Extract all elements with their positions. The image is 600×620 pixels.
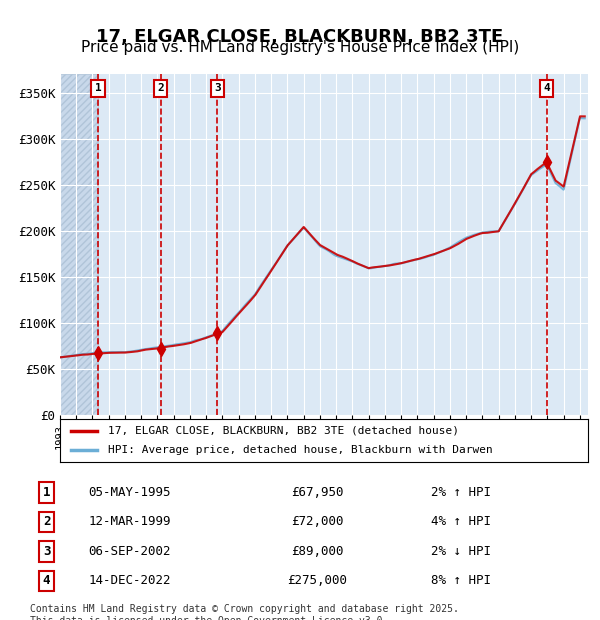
Text: 2% ↓ HPI: 2% ↓ HPI bbox=[431, 545, 491, 558]
Text: 2: 2 bbox=[157, 83, 164, 93]
Text: 12-MAR-1999: 12-MAR-1999 bbox=[88, 515, 170, 528]
Text: 1: 1 bbox=[43, 486, 50, 499]
Text: 05-MAY-1995: 05-MAY-1995 bbox=[88, 486, 170, 499]
Text: £89,000: £89,000 bbox=[291, 545, 343, 558]
Text: £72,000: £72,000 bbox=[291, 515, 343, 528]
Text: Contains HM Land Registry data © Crown copyright and database right 2025.
This d: Contains HM Land Registry data © Crown c… bbox=[30, 604, 459, 620]
Text: 2% ↑ HPI: 2% ↑ HPI bbox=[431, 486, 491, 499]
Text: 14-DEC-2022: 14-DEC-2022 bbox=[88, 574, 170, 587]
Text: 3: 3 bbox=[43, 545, 50, 558]
Text: 06-SEP-2002: 06-SEP-2002 bbox=[88, 545, 170, 558]
Text: £275,000: £275,000 bbox=[287, 574, 347, 587]
Text: 17, ELGAR CLOSE, BLACKBURN, BB2 3TE (detached house): 17, ELGAR CLOSE, BLACKBURN, BB2 3TE (det… bbox=[107, 426, 458, 436]
Text: £67,950: £67,950 bbox=[291, 486, 343, 499]
Text: 8% ↑ HPI: 8% ↑ HPI bbox=[431, 574, 491, 587]
Text: 4% ↑ HPI: 4% ↑ HPI bbox=[431, 515, 491, 528]
Text: 1: 1 bbox=[95, 83, 101, 93]
Bar bbox=[60, 74, 98, 415]
Text: 3: 3 bbox=[214, 83, 221, 93]
Text: 4: 4 bbox=[43, 574, 50, 587]
Text: HPI: Average price, detached house, Blackburn with Darwen: HPI: Average price, detached house, Blac… bbox=[107, 445, 492, 454]
Text: 2: 2 bbox=[43, 515, 50, 528]
Text: Price paid vs. HM Land Registry's House Price Index (HPI): Price paid vs. HM Land Registry's House … bbox=[81, 40, 519, 55]
Text: 4: 4 bbox=[543, 83, 550, 93]
Text: 17, ELGAR CLOSE, BLACKBURN, BB2 3TE: 17, ELGAR CLOSE, BLACKBURN, BB2 3TE bbox=[97, 28, 503, 46]
